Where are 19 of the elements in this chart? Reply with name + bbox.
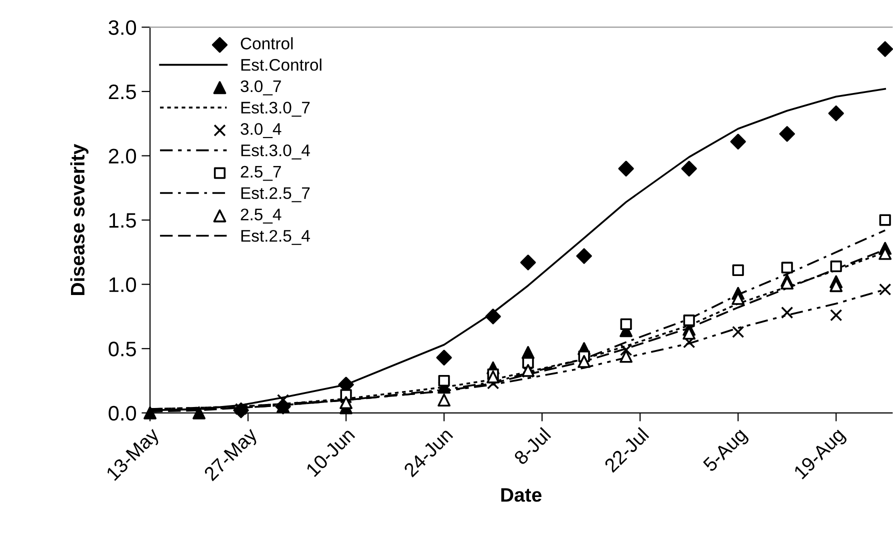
y-tick-label: 1.5 <box>109 213 136 228</box>
legend-label: 3.0_4 <box>240 123 282 138</box>
legend-label: 2.5_7 <box>240 166 281 181</box>
legend-label: Est.2.5_4 <box>241 230 310 245</box>
x-axis-title: Date <box>501 488 542 502</box>
legend-label: Est.2.5_7 <box>241 187 310 202</box>
y-tick-label: 1.0 <box>109 277 136 292</box>
y-axis-title: Disease severity <box>70 144 88 295</box>
y-tick-label: 3.0 <box>108 20 136 35</box>
y-tick-label: 0.0 <box>108 406 136 421</box>
legend-label: Est.3.0_4 <box>241 144 310 160</box>
legend-label: Control <box>240 37 293 50</box>
legend-label: Est.3.0_7 <box>241 102 310 117</box>
y-tick-label: 2.5 <box>108 84 136 100</box>
legend-label: Est.Control <box>241 58 322 71</box>
y-tick-label: 2.0 <box>108 148 136 164</box>
legend-label: 3.0_7 <box>240 80 281 96</box>
legend-label: 2.5_4 <box>240 208 282 224</box>
y-tick-label: 0.5 <box>108 342 136 356</box>
